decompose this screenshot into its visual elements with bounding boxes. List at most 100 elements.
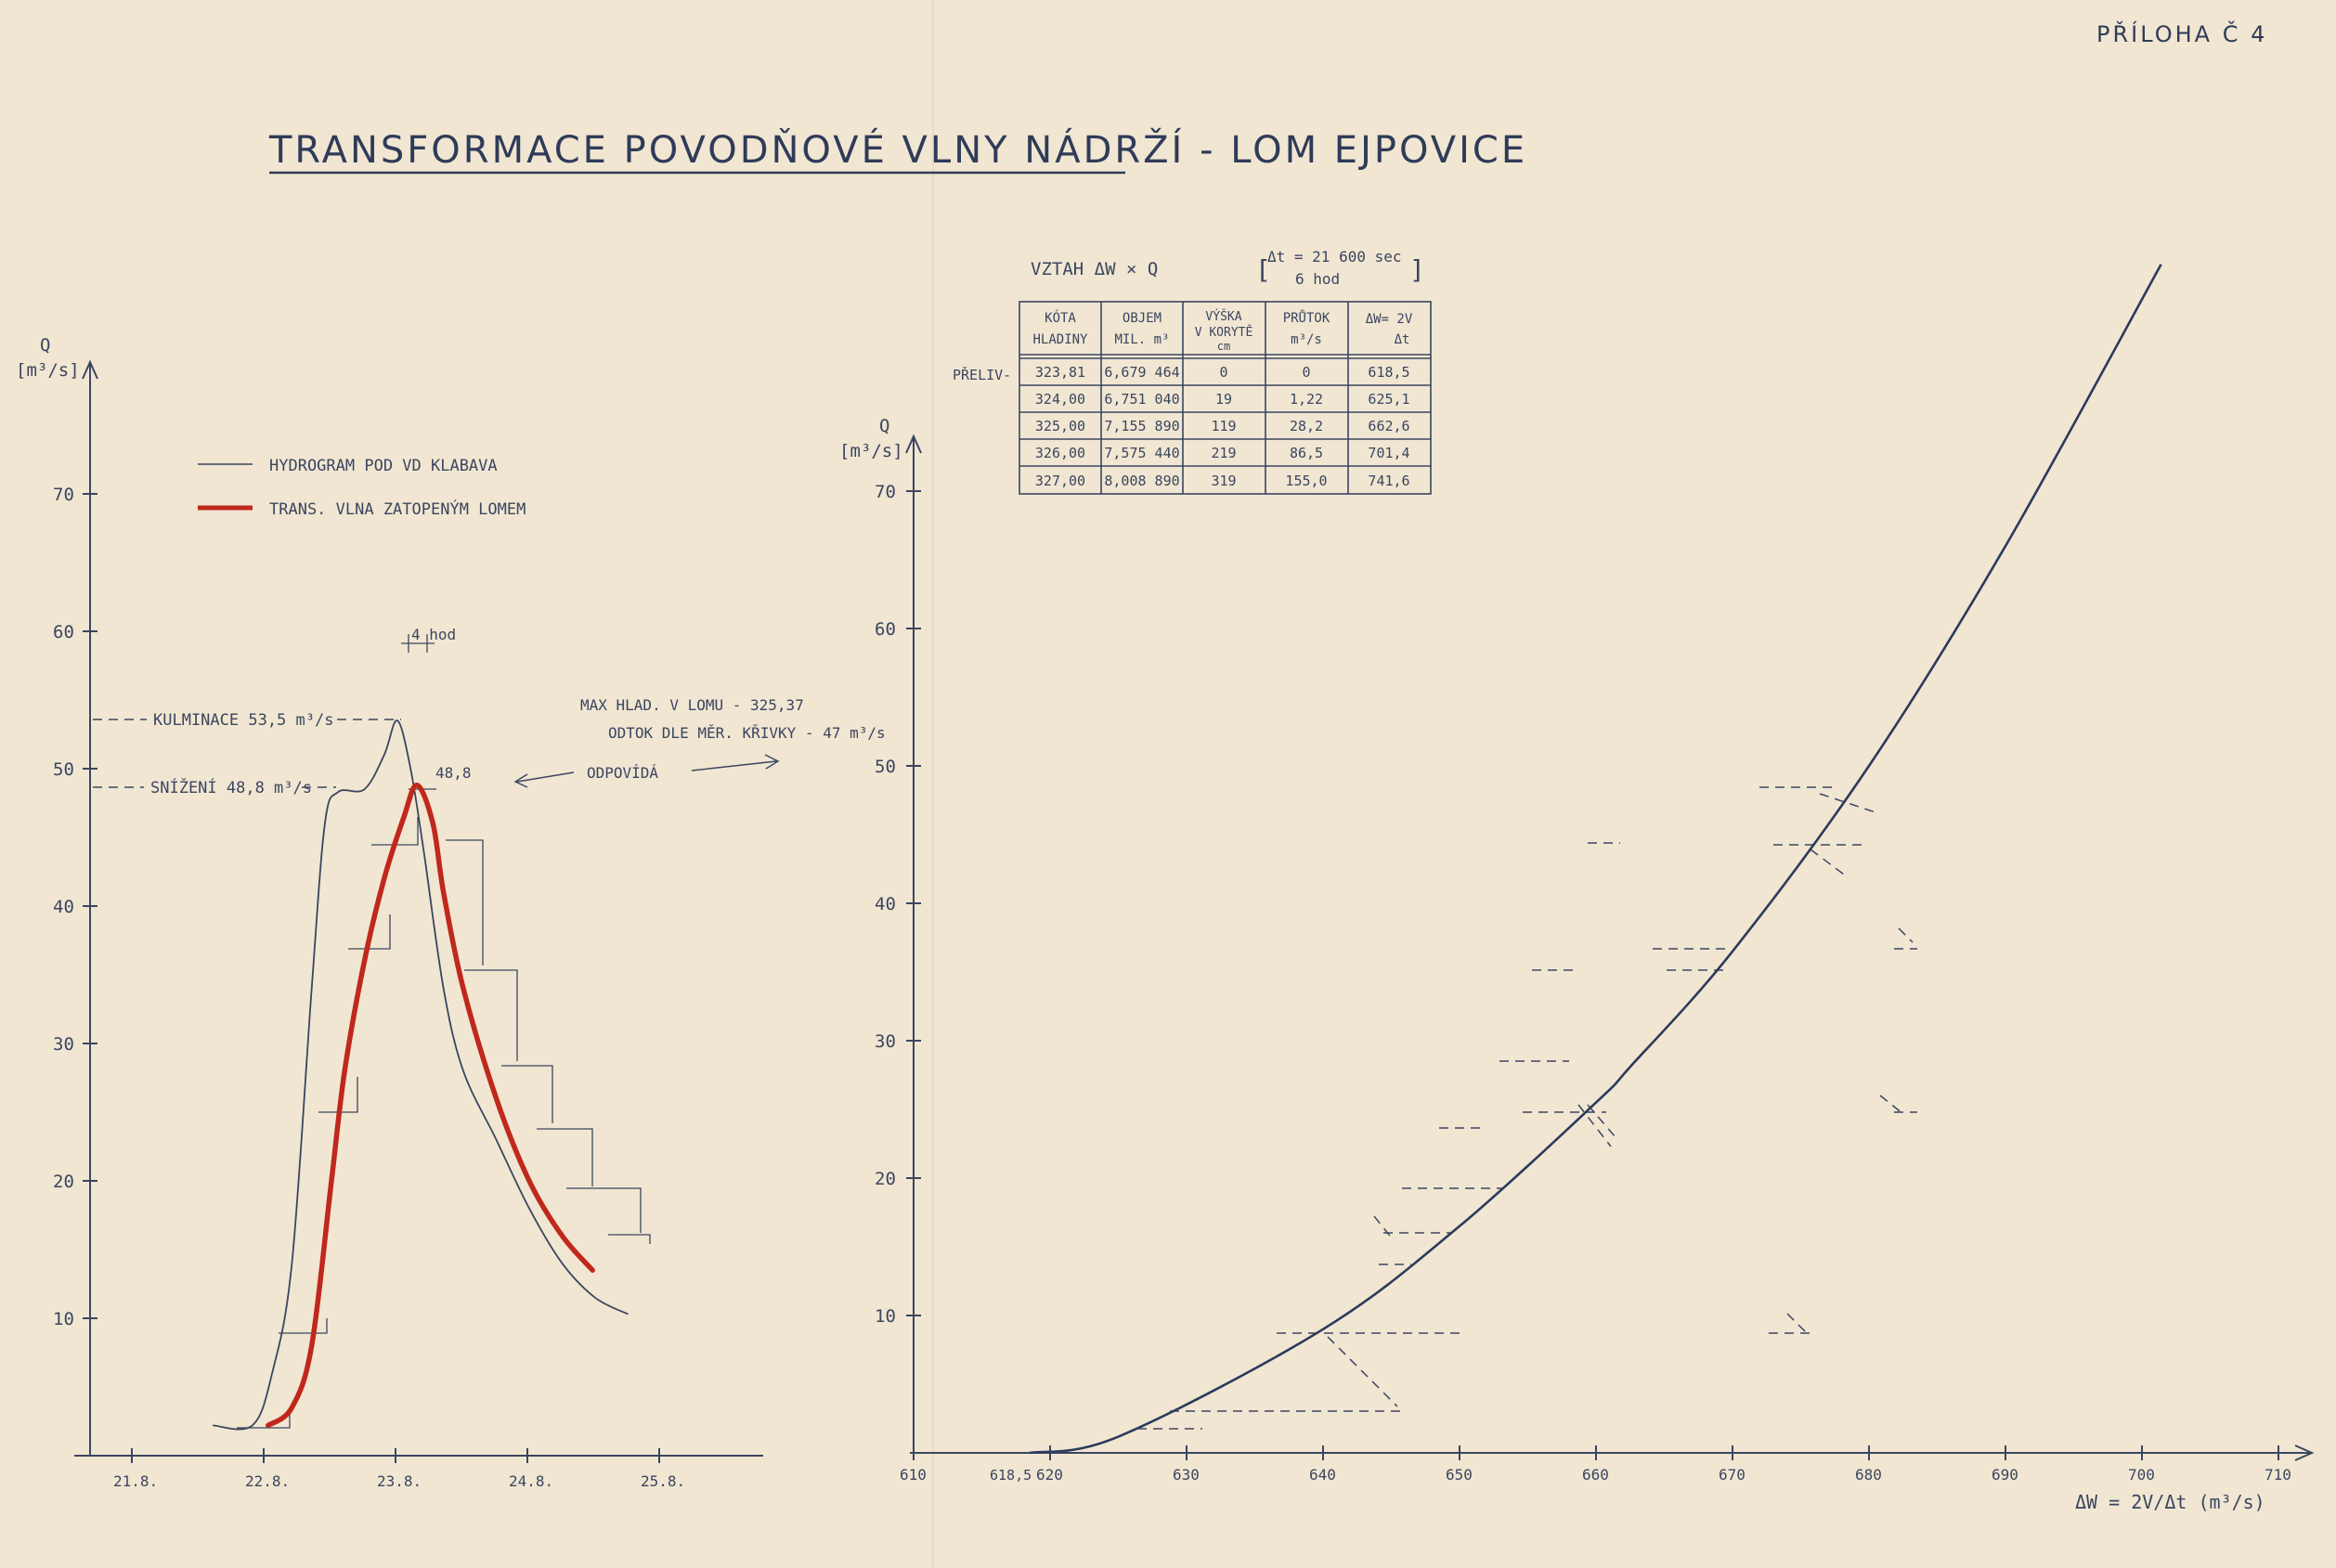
left-y-arrow [82,359,98,380]
table-caption-bracket-open: [ [1255,254,1271,285]
hydrograph-line [213,719,629,1431]
dw-q-chart: Q [m³/s] 10 20 30 40 50 60 70 610 620 63… [839,264,2315,1513]
left-y-tick-label-30: 30 [53,1034,74,1055]
culmination-label: KULMINACE 53,5 m³/s [153,711,333,730]
right-x-tick-label-650: 650 [1446,1466,1473,1484]
table-grid [1019,301,1432,495]
table-cell: 8,008 890 [1104,473,1179,489]
left-x-tick-label-25: 25.8. [641,1472,685,1490]
table-header-volume-2: MIL. m³ [1114,332,1169,347]
table-cell: 119 [1211,418,1236,434]
right-y-tick-label-30: 30 [875,1031,896,1052]
table-cell: 6,679 464 [1104,364,1179,381]
time-step-label: 4 hod [411,626,456,643]
table-header-level-1: KÓTA [1045,309,1076,326]
right-x-label: ΔW = 2V/Δt (m³/s) [2075,1491,2265,1513]
right-x-tick-label-700: 700 [2128,1466,2155,1484]
transformed-wave-line [266,783,595,1429]
right-y-tick-label-10: 10 [875,1306,896,1327]
right-x-tick-label-690: 690 [1992,1466,2018,1484]
corresponds-arrowhead-right [764,754,780,770]
left-x-tick-label-21: 21.8. [113,1472,158,1490]
table-caption-bracket-close: ] [1409,254,1425,285]
table-header-height-2: V KORYTĚ [1195,325,1253,340]
left-y-tick-label-50: 50 [53,759,74,780]
right-y-tick-label-60: 60 [875,619,896,640]
right-x-tick-label-610: 610 [900,1466,927,1484]
table-cell: 319 [1211,473,1236,489]
table-caption-dt: Δt = 21 600 sec [1267,248,1402,266]
right-y-tick-label-50: 50 [875,757,896,777]
table-row: 327,00 8,008 890 319 155,0 741,6 [1035,473,1410,489]
right-x-tick-label-680: 680 [1855,1466,1882,1484]
table-row: 323,81 6,679 464 0 0 618,5 [1035,364,1410,381]
table-header-dw-2: Δt [1395,332,1410,347]
rating-curve-note: ODTOK DLE MĚR. KŘIVKY - 47 m³/s [608,724,886,742]
annex-label: PŘÍLOHA Č 4 [2096,19,2267,47]
table-cell: 0 [1219,364,1227,381]
left-y-ticks: 10 20 30 40 50 60 70 [53,485,97,1329]
table-header-dw-1: ΔW= 2V [1366,312,1413,327]
table-cell: 625,1 [1368,391,1409,408]
table-cell: 19 [1215,391,1232,408]
right-x-ticks: 610 620 630 640 650 660 670 680 690 700 … [900,1445,2291,1484]
table-cell: 323,81 [1035,364,1085,381]
table-caption-hours: 6 hod [1295,270,1340,288]
right-x-tick-label-660: 660 [1582,1466,1609,1484]
table-header-flow-2: m³/s [1291,332,1322,347]
left-x-tick-label-23: 23.8. [377,1472,422,1490]
table-header-level-2: HLADINY [1032,332,1088,347]
table-cell: 662,6 [1368,418,1409,434]
legend-label-transformed: TRANS. VLNA ZATOPENÝM LOMEM [269,499,526,519]
peak-value-label: 48,8 [435,764,472,782]
left-x-tick-label-22: 22.8. [245,1472,290,1490]
table-cell: 7,575 440 [1104,445,1179,461]
table-header-height-3: cm [1217,340,1230,353]
legend-label-hydrograph: HYDROGRAM POD VD KLABAVA [269,457,498,475]
table-cell: 618,5 [1368,364,1409,381]
dw-construction-lines [1137,786,1917,1430]
table-cell: 0 [1302,364,1310,381]
table-cell: 741,6 [1368,473,1409,489]
right-x-tick-label-630: 630 [1173,1466,1200,1484]
table-cell: 155,0 [1285,473,1327,489]
corresponds-arrow-right [691,760,777,771]
table-row: 326,00 7,575 440 219 86,5 701,4 [1035,445,1410,461]
hydrograph-chart: Q [m³/s] 10 20 30 40 50 60 70 21.8. 22.8… [16,335,886,1490]
left-y-tick-label-10: 10 [53,1309,74,1329]
right-x-arrow [2294,1445,2315,1461]
origin-label: 618,5 [990,1467,1032,1484]
table-row: 324,00 6,751 040 19 1,22 625,1 [1035,391,1410,408]
left-y-label: Q [40,335,50,356]
table-cell: 7,155 890 [1104,418,1179,434]
table-row-label: PŘELIV- [953,366,1011,383]
table-caption-relation: VZTAH ΔW × Q [1031,259,1158,279]
max-level-note: MAX HLAD. V LOMU - 325,37 [580,696,804,714]
table-cell: 326,00 [1035,445,1085,461]
reduction-label: SNÍŽENÍ 48,8 m³/s [150,777,312,797]
right-y-ticks: 10 20 30 40 50 60 70 [875,482,921,1327]
table-cell: 327,00 [1035,473,1085,489]
table-cell: 6,751 040 [1104,391,1179,408]
table-header-height-1: VÝŠKA [1205,309,1241,324]
dw-q-curve [1029,264,2162,1455]
right-y-arrow [905,434,922,454]
table-header-volume-1: OBJEM [1123,311,1162,326]
left-y-tick-label-60: 60 [53,622,74,642]
table-cell: 1,22 [1290,391,1323,408]
table-cell: 28,2 [1290,418,1323,434]
left-x-ticks: 21.8. 22.8. 23.8. 24.8. 25.8. [113,1448,685,1490]
dw-q-table: VZTAH ΔW × Q [ Δt = 21 600 sec 6 hod ] P… [953,248,1432,495]
left-y-tick-label-40: 40 [53,897,74,917]
right-x-tick-label-670: 670 [1719,1466,1746,1484]
corresponds-arrow-left [516,771,575,783]
table-header-flow-1: PRŮTOK [1283,309,1330,326]
right-x-tick-label-620: 620 [1036,1466,1063,1484]
routing-construction-steps [237,634,651,1429]
right-x-tick-label-640: 640 [1309,1466,1336,1484]
left-x-tick-label-24: 24.8. [509,1472,553,1490]
left-y-tick-label-70: 70 [53,485,74,505]
right-y-label: Q [879,416,889,436]
right-y-tick-label-20: 20 [875,1169,896,1189]
